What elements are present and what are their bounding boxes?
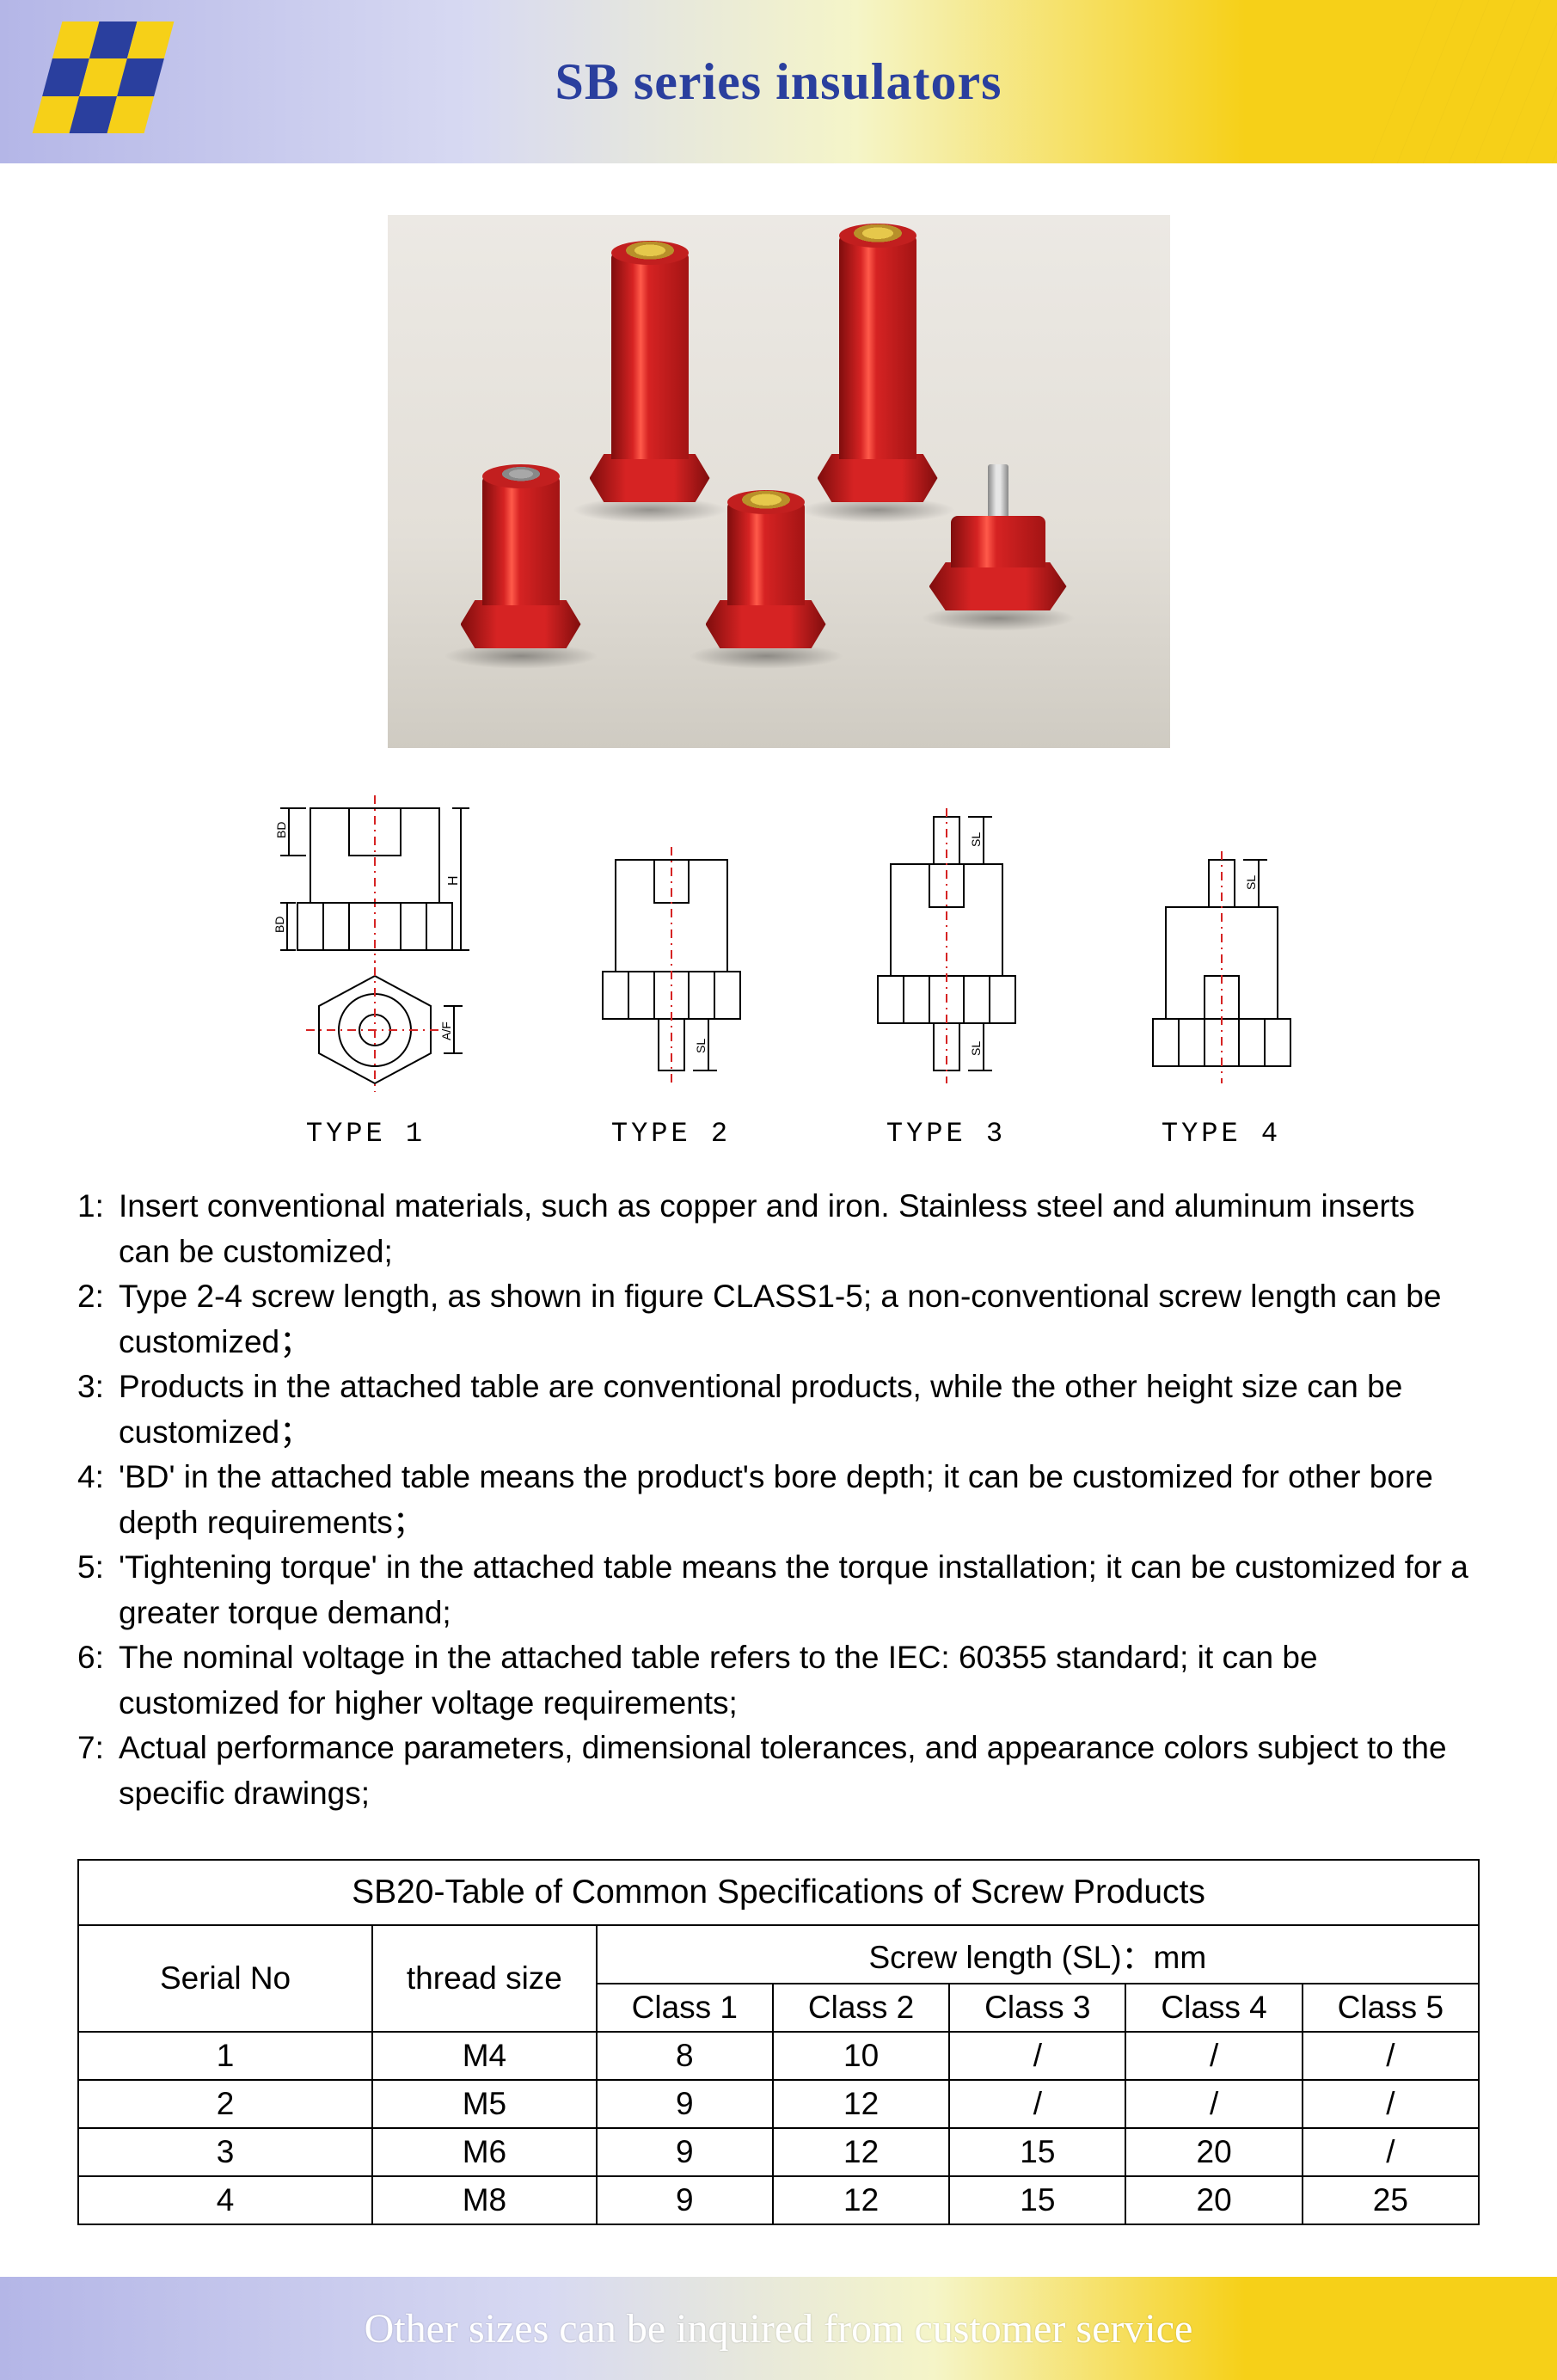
note-item: 3:Products in the attached table are con… [77, 1365, 1480, 1455]
footer-banner: Other sizes can be inquired from custome… [0, 2277, 1557, 2380]
dim-af-label: A/F [439, 1021, 453, 1040]
col-class4: Class 4 [1125, 1984, 1302, 2032]
spacer [0, 2225, 1557, 2277]
col-class2: Class 2 [773, 1984, 949, 2032]
col-sl-group: Screw length (SL)：mm [597, 1925, 1479, 1984]
product-photo [388, 215, 1170, 748]
drawing-type4: SL TYPE 4 [1123, 851, 1321, 1150]
drawing-type3: SL SL TYPE 3 [848, 808, 1045, 1150]
dim-sl-top: SL [969, 832, 983, 847]
col-class1: Class 1 [597, 1984, 773, 2032]
table-row: 4 M8 9 12 15 20 25 [78, 2176, 1479, 2224]
table-title: SB20-Table of Common Specifications of S… [78, 1860, 1479, 1925]
footer-text: Other sizes can be inquired from custome… [365, 2305, 1193, 2352]
spec-table-container: SB20-Table of Common Specifications of S… [77, 1859, 1480, 2225]
note-item: 2:Type 2-4 screw length, as shown in fig… [77, 1274, 1480, 1365]
note-item: 5:'Tightening torque' in the attached ta… [77, 1545, 1480, 1635]
dim-bd-label2: BD [273, 917, 286, 933]
col-serial: Serial No [78, 1925, 372, 2032]
drawing-type2: SL TYPE 2 [573, 834, 770, 1150]
dim-sl-bot: SL [969, 1041, 983, 1056]
dim-bd-label: BD [274, 822, 288, 838]
note-item: 1:Insert conventional materials, such as… [77, 1184, 1480, 1274]
technical-drawings-row: BD BD H A/F TYPE 1 [0, 791, 1557, 1150]
note-item: 7:Actual performance parameters, dimensi… [77, 1726, 1480, 1816]
note-item: 4:'BD' in the attached table means the p… [77, 1455, 1480, 1545]
table-row: 1 M4 8 10 / / / [78, 2032, 1479, 2080]
header-banner: SB series insulators [0, 0, 1557, 163]
page-root: SB series insulators [0, 0, 1557, 2380]
dim-sl-label: SL [694, 1039, 708, 1053]
table-row: 2 M5 9 12 / / / [78, 2080, 1479, 2128]
col-class3: Class 3 [949, 1984, 1125, 2032]
logo-icon [33, 21, 175, 133]
col-class5: Class 5 [1303, 1984, 1479, 2032]
dim-sl-t4: SL [1244, 875, 1258, 890]
type-label-3: TYPE 3 [886, 1118, 1006, 1150]
type-label-2: TYPE 2 [611, 1118, 731, 1150]
drawing-type1: BD BD H A/F TYPE 1 [237, 791, 495, 1150]
spec-table: SB20-Table of Common Specifications of S… [77, 1859, 1480, 2225]
table-row: 3 M6 9 12 15 20 / [78, 2128, 1479, 2176]
product-photo-container [0, 215, 1557, 748]
note-item: 6:The nominal voltage in the attached ta… [77, 1635, 1480, 1726]
col-thread: thread size [372, 1925, 597, 2032]
type-label-1: TYPE 1 [306, 1118, 426, 1150]
header-accent-lines [1256, 0, 1557, 163]
dim-h-label: H [446, 875, 461, 886]
type-label-4: TYPE 4 [1162, 1118, 1281, 1150]
notes-list: 1:Insert conventional materials, such as… [77, 1184, 1480, 1816]
